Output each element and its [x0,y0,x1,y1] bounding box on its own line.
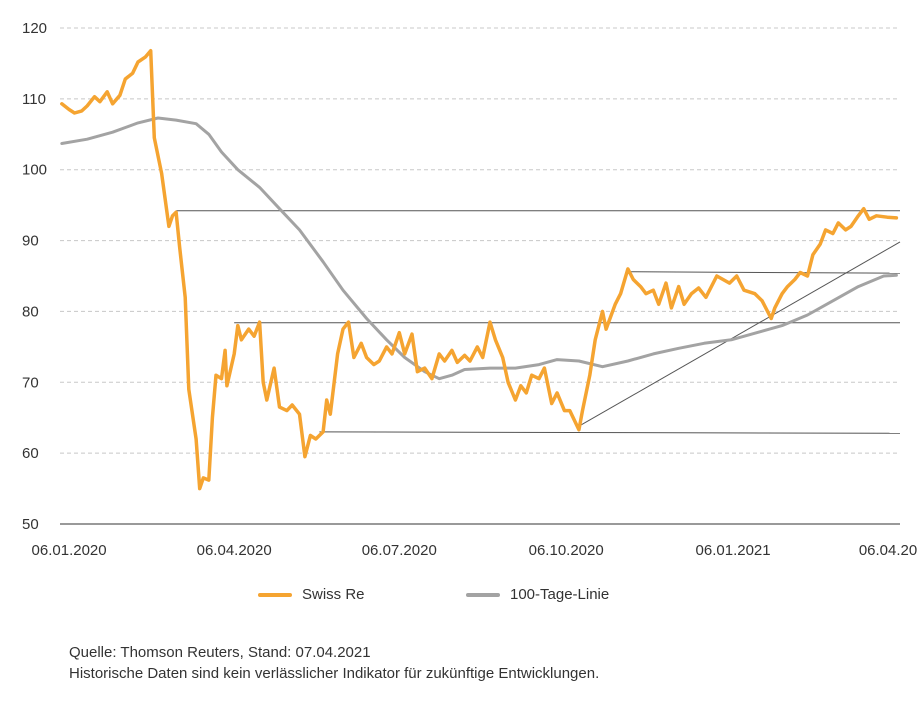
legend-item-swiss-re: Swiss Re [258,586,365,603]
x-axis-ticks: 06.01.2020 06.04.2020 06.07.2020 06.10.2020… [32,542,917,559]
y-tick-label: 100 [22,162,47,179]
legend-item-ma100: 100-Tage-Linie [466,586,609,603]
y-tick-label: 120 [22,20,47,37]
y-tick-label: 70 [22,374,39,391]
trend-line [319,431,901,434]
series-lines [60,48,899,491]
legend-label-swiss-re: Swiss Re [302,586,365,603]
x-tick-label: 06.04.2021 [859,542,917,559]
y-tick-label: 90 [22,233,39,250]
ma100-swatch [466,592,500,597]
x-tick-label: 06.07.2020 [362,542,437,559]
trend-line [578,241,901,427]
grid-lines [60,27,900,454]
y-tick-label: 50 [22,516,39,533]
y-axis-ticks: 50 60 70 80 90 100 110 120 [22,20,47,533]
y-tick-label: 110 [22,91,46,108]
swiss-re-swatch [258,592,292,597]
series-line-swiss-re [60,48,899,491]
price-chart: 50 60 70 80 90 100 110 120 06.01.2020 06.04.2020… [22,20,917,559]
disclaimer-note: Historische Daten sind kein verlässliche… [69,665,600,682]
trend-line [627,271,901,274]
source-note: Quelle: Thomson Reuters, Stand: 07.04.20… [69,644,371,661]
legend: Swiss Re 100-Tage-Linie [0,586,917,612]
y-tick-label: 80 [22,303,39,320]
footer-notes: Quelle: Thomson Reuters, Stand: 07.04.20… [69,642,599,684]
series-line-ma100 [60,116,898,381]
x-tick-label: 06.01.2020 [32,542,107,559]
legend-label-ma100: 100-Tage-Linie [510,586,610,603]
x-tick-label: 06.10.2020 [529,542,604,559]
x-tick-label: 06.01.2021 [696,542,771,559]
x-tick-label: 06.04.2020 [197,542,272,559]
y-tick-label: 60 [22,445,39,462]
